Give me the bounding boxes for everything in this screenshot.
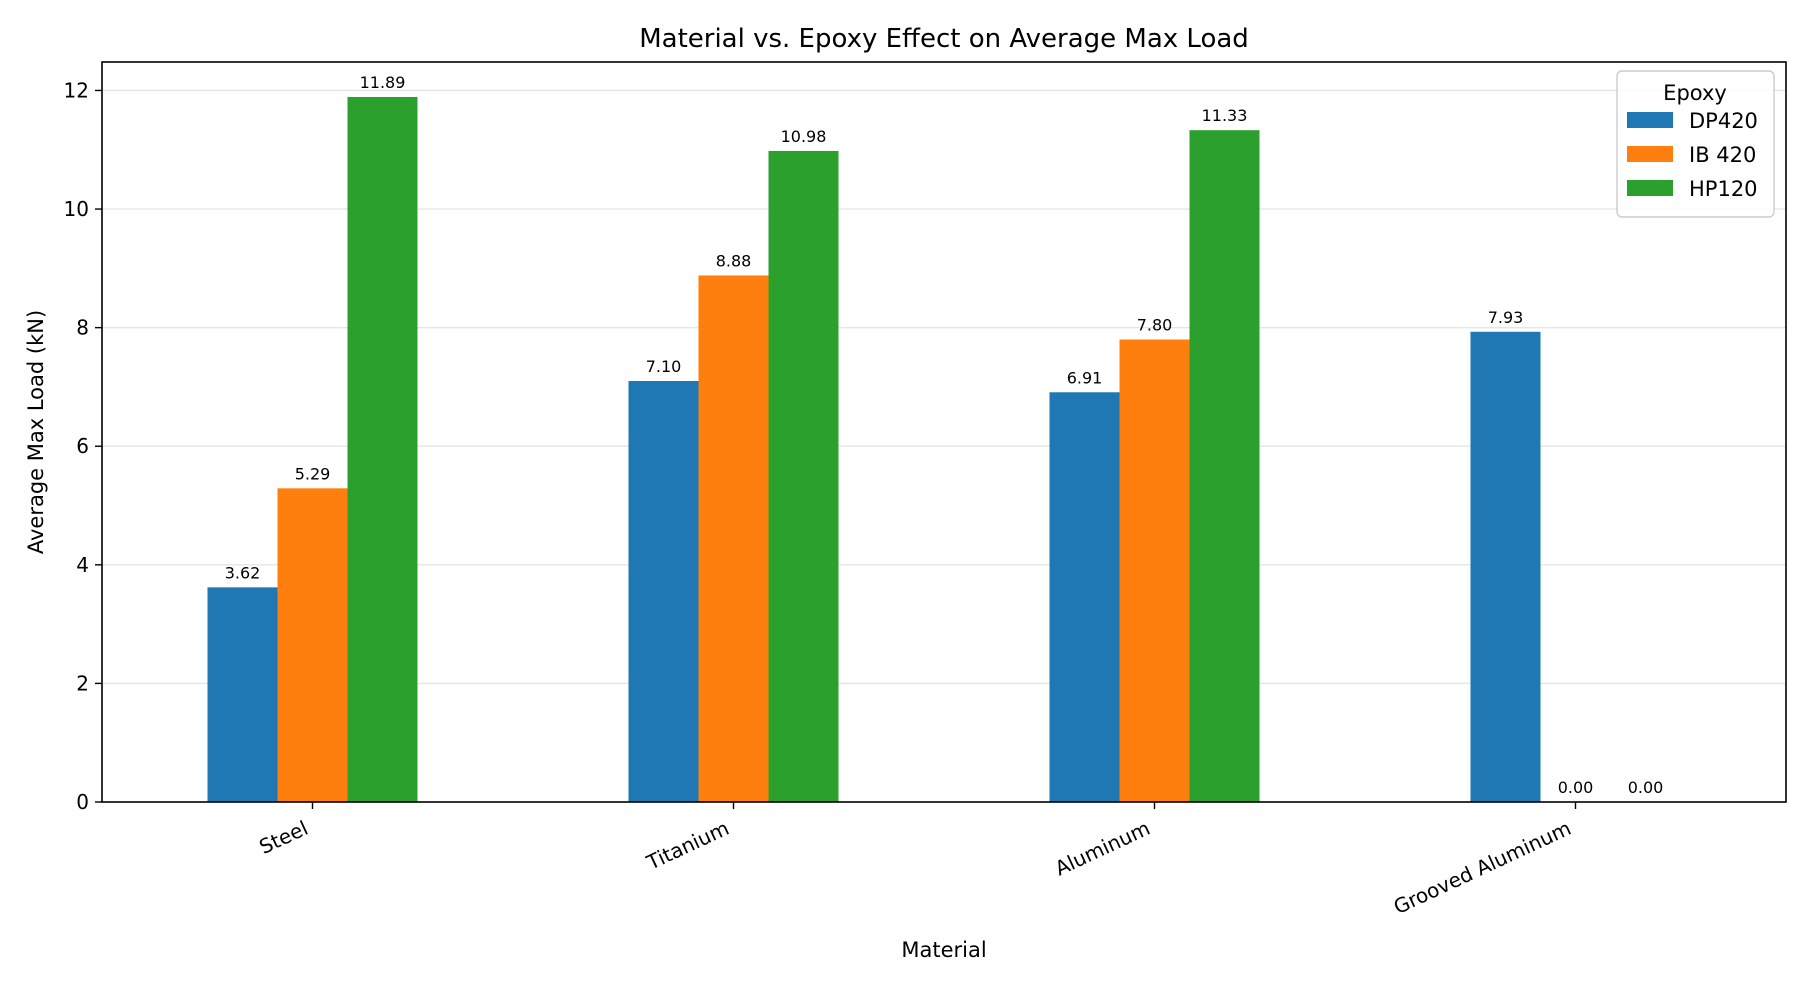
y-axis-ticks: 0 2 4 6 8 10 12 (64, 78, 102, 814)
bars (207, 96, 1541, 803)
bar-dp420-grooved-aluminum (1470, 331, 1541, 802)
plot-frame (101, 61, 1787, 803)
data-label: 10.98 (781, 127, 827, 146)
y-tick-label: 8 (76, 316, 89, 340)
bar-hp120-aluminum (1189, 130, 1260, 803)
y-axis-label: Average Max Load (kN) (24, 310, 48, 554)
data-label: 0.00 (1558, 778, 1594, 797)
bar-dp420-titanium (628, 381, 699, 802)
data-label: 6.91 (1067, 368, 1103, 387)
legend-label: DP420 (1689, 109, 1758, 133)
legend-label: IB 420 (1689, 143, 1756, 167)
data-label: 0.00 (1628, 778, 1664, 797)
legend-title: Epoxy (1663, 81, 1727, 105)
data-label: 8.88 (716, 251, 752, 270)
bar-ib-420-aluminum (1119, 339, 1190, 802)
data-label: 5.29 (295, 464, 331, 483)
y-tick-label: 4 (76, 553, 89, 577)
data-label: 11.33 (1202, 106, 1248, 125)
bar-dp420-aluminum (1049, 392, 1120, 802)
bar-hp120-titanium (768, 150, 839, 802)
bar-ib-420-steel (277, 488, 348, 802)
y-tick-label: 10 (64, 197, 89, 221)
y-tick-label: 6 (76, 434, 89, 458)
data-label: 7.10 (646, 357, 682, 376)
data-label: 11.89 (360, 73, 406, 92)
data-labels: 3.62 5.29 11.89 7.10 8.88 10.98 6.91 7.80 11.33 7… (225, 73, 1664, 797)
legend-swatch (1627, 180, 1673, 196)
x-axis-label: Material (901, 938, 986, 962)
legend: Epoxy DP420 IB 420 HP120 (1616, 70, 1775, 218)
data-label: 7.80 (1137, 316, 1173, 335)
legend-label: HP120 (1689, 177, 1758, 201)
bar-dp420-steel (207, 587, 278, 802)
data-label: 3.62 (225, 563, 261, 582)
y-tick-label: 0 (76, 790, 89, 814)
legend-swatch (1627, 112, 1673, 128)
legend-swatch (1627, 146, 1673, 162)
bar-ib-420-titanium (698, 275, 769, 802)
chart-title: Material vs. Epoxy Effect on Average Max… (639, 24, 1249, 54)
y-tick-label: 12 (64, 78, 89, 102)
y-tick-label: 2 (76, 671, 89, 695)
bar-hp120-steel (347, 96, 418, 803)
legend-items: DP420 IB 420 HP120 (1627, 109, 1758, 201)
data-label: 7.93 (1488, 308, 1524, 327)
